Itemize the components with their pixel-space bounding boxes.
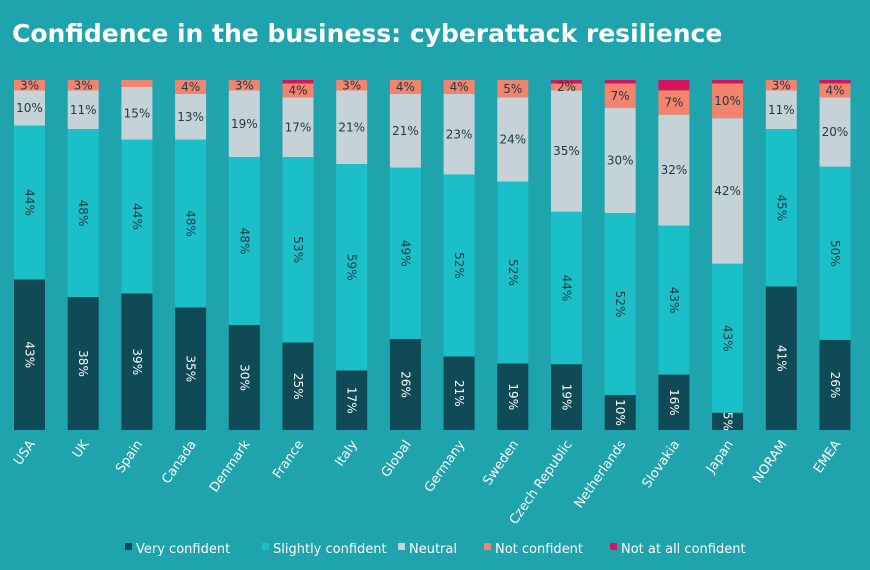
data-label: 52% [452,252,466,279]
data-label: 11% [70,103,97,117]
legend-label: Not at all confident [621,542,746,557]
data-label: 45% [774,194,788,221]
x-tick-label: Sweden [480,438,522,489]
data-label: 30% [237,364,251,391]
data-label: 48% [237,228,251,255]
x-tick-label: Italy [333,437,362,469]
data-label: 2% [557,80,576,94]
x-tick-label: France [270,438,307,482]
data-label: 3% [342,78,361,92]
data-label: 53% [291,236,305,263]
data-label: 10% [714,94,741,108]
data-label: 49% [398,240,412,267]
data-label: 17% [285,120,312,134]
legend-swatch [484,543,491,550]
data-label: 19% [506,383,520,410]
data-label: 19% [560,384,574,411]
data-label: 52% [613,291,627,318]
data-label: 20% [822,125,849,139]
data-label: 4% [450,80,469,94]
data-label: 52% [506,259,520,286]
data-label: 39% [130,348,144,375]
x-tick-label: UK [70,437,93,461]
data-label: 16% [667,389,681,416]
data-label: 35% [553,144,580,158]
data-label: 42% [714,184,741,198]
data-label: 15% [124,106,151,120]
data-label: 38% [76,350,90,377]
x-tick-label: Japan [703,438,737,477]
data-label: 24% [499,133,526,147]
x-tick-label: NORAM [750,438,790,486]
data-label: 3% [20,78,39,92]
data-label: 35% [184,355,198,382]
data-label: 7% [611,89,630,103]
data-label: 26% [828,372,842,399]
legend-swatch [125,543,132,550]
legend-swatch [262,543,269,550]
legend-label: Neutral [409,542,457,557]
x-tick-label: Global [379,438,415,481]
data-label: 17% [345,387,359,414]
bar-segment-not-confident-spain [121,80,152,87]
data-label: 32% [661,163,688,177]
data-label: 44% [130,203,144,230]
data-label: 10% [613,399,627,426]
chart-title: Confidence in the business: cyberattack … [12,19,722,48]
data-label: 44% [23,189,37,216]
x-tick-label: USA [11,438,39,469]
data-label: 59% [345,254,359,281]
legend-swatch [398,543,405,550]
data-label: 30% [607,154,634,168]
data-label: 21% [452,380,466,407]
bars-group [14,80,851,430]
x-tick-labels-group: USA UK Spain Canada Denmark France Italy Global… [11,437,844,527]
data-label: 43% [667,287,681,314]
data-label: 48% [184,210,198,237]
data-label: 11% [768,103,795,117]
x-tick-label: Spain [113,438,146,476]
x-tick-label: Canada [159,438,200,487]
data-label: 7% [664,96,683,110]
legend-label: Slightly confident [273,542,387,557]
data-label: 3% [772,78,791,92]
bar-segment-not-at-all-confident-slovakia [658,80,689,90]
legend: Very confident Slightly confident Neutral N… [125,542,746,557]
data-label: 43% [23,341,37,368]
data-label: 26% [398,371,412,398]
data-label: 41% [774,345,788,372]
bar-segment-not-at-all-confident-netherlands [605,80,636,84]
bar-segment-not-at-all-confident-japan [712,80,743,83]
data-label: 21% [392,124,419,138]
x-tick-label: Slovakia [640,438,684,491]
data-label: 4% [181,80,200,94]
data-label: 5% [721,412,735,431]
x-tick-label: Denmark [207,437,254,495]
data-label: 19% [231,117,258,131]
data-label: 4% [288,84,307,98]
data-label: 4% [396,80,415,94]
x-tick-label: Germany [422,437,469,495]
data-label: 5% [503,82,522,96]
data-label: 44% [560,275,574,302]
x-tick-label: EMEA [811,438,844,477]
legend-label: Very confident [136,542,230,557]
legend-label: Not confident [495,542,583,557]
data-label: 13% [177,110,204,124]
x-tick-label: Netherlands [572,438,630,512]
legend-swatch [610,543,617,550]
data-label: 21% [338,120,365,134]
data-label: 10% [16,101,43,115]
data-label: 43% [721,325,735,352]
data-label: 3% [74,78,93,92]
data-label: 25% [291,373,305,400]
data-label: 48% [76,200,90,227]
data-label: 3% [235,78,254,92]
data-label: 4% [825,83,844,97]
data-label: 23% [446,127,473,141]
data-label: 50% [828,240,842,267]
